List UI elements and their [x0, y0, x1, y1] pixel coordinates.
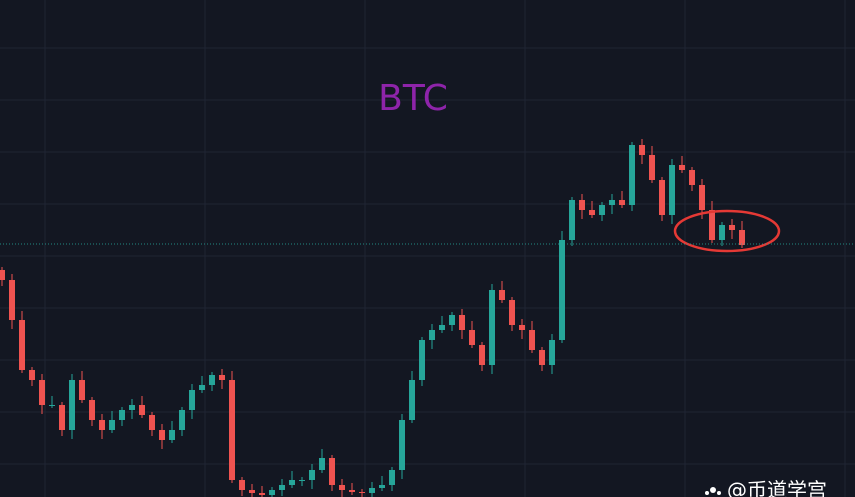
candle-body [539, 350, 545, 365]
candle-body [679, 165, 685, 170]
candles [0, 139, 745, 497]
candle-body [559, 240, 565, 340]
candle-body [699, 185, 705, 210]
candle-body [39, 380, 45, 405]
candle-body [289, 480, 295, 485]
candle-body [429, 330, 435, 340]
chart-title: BTC [378, 78, 448, 119]
candle-body [739, 230, 745, 245]
candle-body [379, 485, 385, 488]
candle-body [339, 485, 345, 490]
candle-body [479, 345, 485, 365]
candle-body [689, 170, 695, 185]
candle-body [549, 340, 555, 365]
candle-body [309, 470, 315, 480]
candle-body [259, 493, 265, 495]
candle-body [19, 320, 25, 370]
candle-body [449, 315, 455, 325]
candle-body [329, 458, 335, 485]
candle-body [129, 405, 135, 410]
candle-body [249, 490, 255, 493]
candle-body [519, 325, 525, 330]
candle-body [0, 270, 5, 280]
candle-body [119, 410, 125, 420]
candle-body [359, 492, 365, 493]
candle-body [299, 480, 305, 481]
candle-body [419, 340, 425, 380]
candle-body [619, 200, 625, 205]
candle-body [169, 430, 175, 440]
candle-body [369, 488, 375, 493]
candle-body [639, 145, 645, 155]
candle-body [149, 415, 155, 430]
candle-body [509, 300, 515, 325]
candle-body [609, 200, 615, 205]
candle-body [179, 410, 185, 430]
candle-body [529, 330, 535, 350]
candle-body [669, 165, 675, 215]
candle-body [49, 405, 55, 406]
watermark-icon [705, 491, 709, 495]
candle-body [729, 225, 735, 230]
candle-body [659, 180, 665, 215]
candle-body [29, 370, 35, 380]
candle-body [599, 205, 605, 215]
candle-body [159, 430, 165, 440]
candle-body [489, 290, 495, 365]
candle-body [319, 458, 325, 470]
candle-body [229, 380, 235, 480]
candle-body [99, 420, 105, 430]
candle-body [499, 290, 505, 300]
candle-body [109, 420, 115, 430]
candle-body [219, 375, 225, 380]
candle-body [89, 400, 95, 420]
watermark: @币道学宫 [705, 478, 827, 497]
candle-body [589, 210, 595, 215]
candle-body [709, 210, 715, 240]
candle-body [569, 200, 575, 240]
watermark-text: @币道学宫 [727, 478, 827, 497]
candle-body [719, 225, 725, 240]
candle-body [79, 380, 85, 400]
candle-body [349, 490, 355, 492]
candle-body [189, 390, 195, 410]
highlight-ellipse [673, 209, 781, 253]
candle-body [629, 145, 635, 205]
candle-body [269, 490, 275, 495]
candle-body [579, 200, 585, 210]
candle-body [439, 325, 445, 330]
candle-body [209, 375, 215, 385]
candle-body [199, 385, 205, 390]
candle-body [59, 405, 65, 430]
watermark-icon [710, 487, 716, 493]
candle-body [469, 330, 475, 345]
candle-body [139, 405, 145, 415]
candle-body [399, 420, 405, 470]
candle-body [69, 380, 75, 430]
candle-body [409, 380, 415, 420]
candle-body [459, 315, 465, 330]
candle-body [239, 480, 245, 490]
candle-body [389, 470, 395, 485]
candle-body [9, 280, 15, 320]
watermark-icon [717, 491, 721, 495]
candle-body [649, 155, 655, 180]
candle-body [279, 485, 285, 490]
